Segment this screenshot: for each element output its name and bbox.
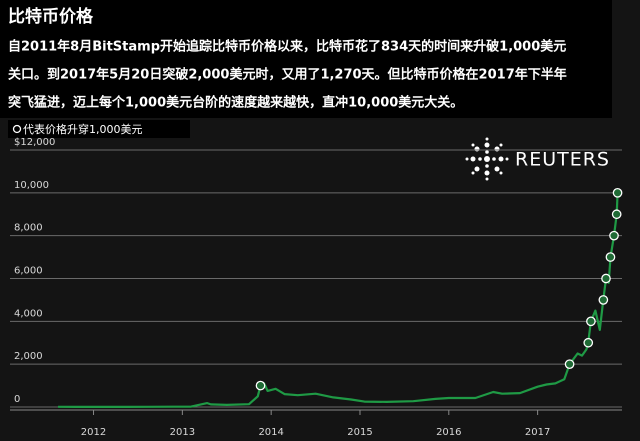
legend-box [8, 120, 190, 138]
legend-symbol [12, 124, 22, 134]
y-tick-label: 8,000 [14, 223, 43, 234]
x-tick-label: 2014 [258, 427, 283, 438]
threshold-marker [612, 187, 623, 198]
threshold-marker [605, 252, 616, 262]
threshold-marker [609, 230, 619, 241]
y-tick-label: 10,000 [14, 180, 49, 191]
logo-mark [465, 137, 509, 181]
y-tick-label: 0 [14, 394, 20, 405]
x-tick-label: 2013 [170, 427, 195, 438]
legend-label: 代表价格升穿1,000美元 [23, 122, 143, 136]
chart-title: 比特币价格 [8, 6, 94, 27]
threshold-marker [598, 295, 609, 305]
threshold-marker [586, 316, 596, 327]
header-box [0, 0, 612, 118]
y-tick-label: 6,000 [14, 266, 43, 277]
threshold-marker [601, 273, 611, 284]
x-tick-label: 2012 [81, 427, 106, 438]
y-tick-label: 4,000 [14, 308, 43, 319]
price-line [57, 191, 622, 408]
y-tick-label: $12,000 [14, 137, 55, 148]
logo-text: REUTERS [515, 149, 610, 171]
x-tick-label: 2016 [436, 427, 461, 438]
threshold-marker [583, 337, 594, 348]
subtitle-line: 突飞猛进，迈上每个1,000美元台阶的速度越来越快，直冲10,000美元大关。 [8, 95, 463, 111]
threshold-marker [611, 209, 622, 220]
x-tick-label: 2015 [347, 427, 372, 438]
subtitle-line: 关口。到2017年5月20日突破2,000美元时，又用了1,270天。但比特币价… [8, 67, 567, 83]
y-tick-label: 2,000 [14, 351, 43, 362]
threshold-marker [564, 359, 575, 370]
threshold-marker [255, 380, 266, 391]
x-tick-label: 2017 [525, 427, 550, 438]
subtitle-line: 自2011年8月BitStamp开始追踪比特币价格以来，比特币花了834天的时间… [8, 39, 566, 55]
